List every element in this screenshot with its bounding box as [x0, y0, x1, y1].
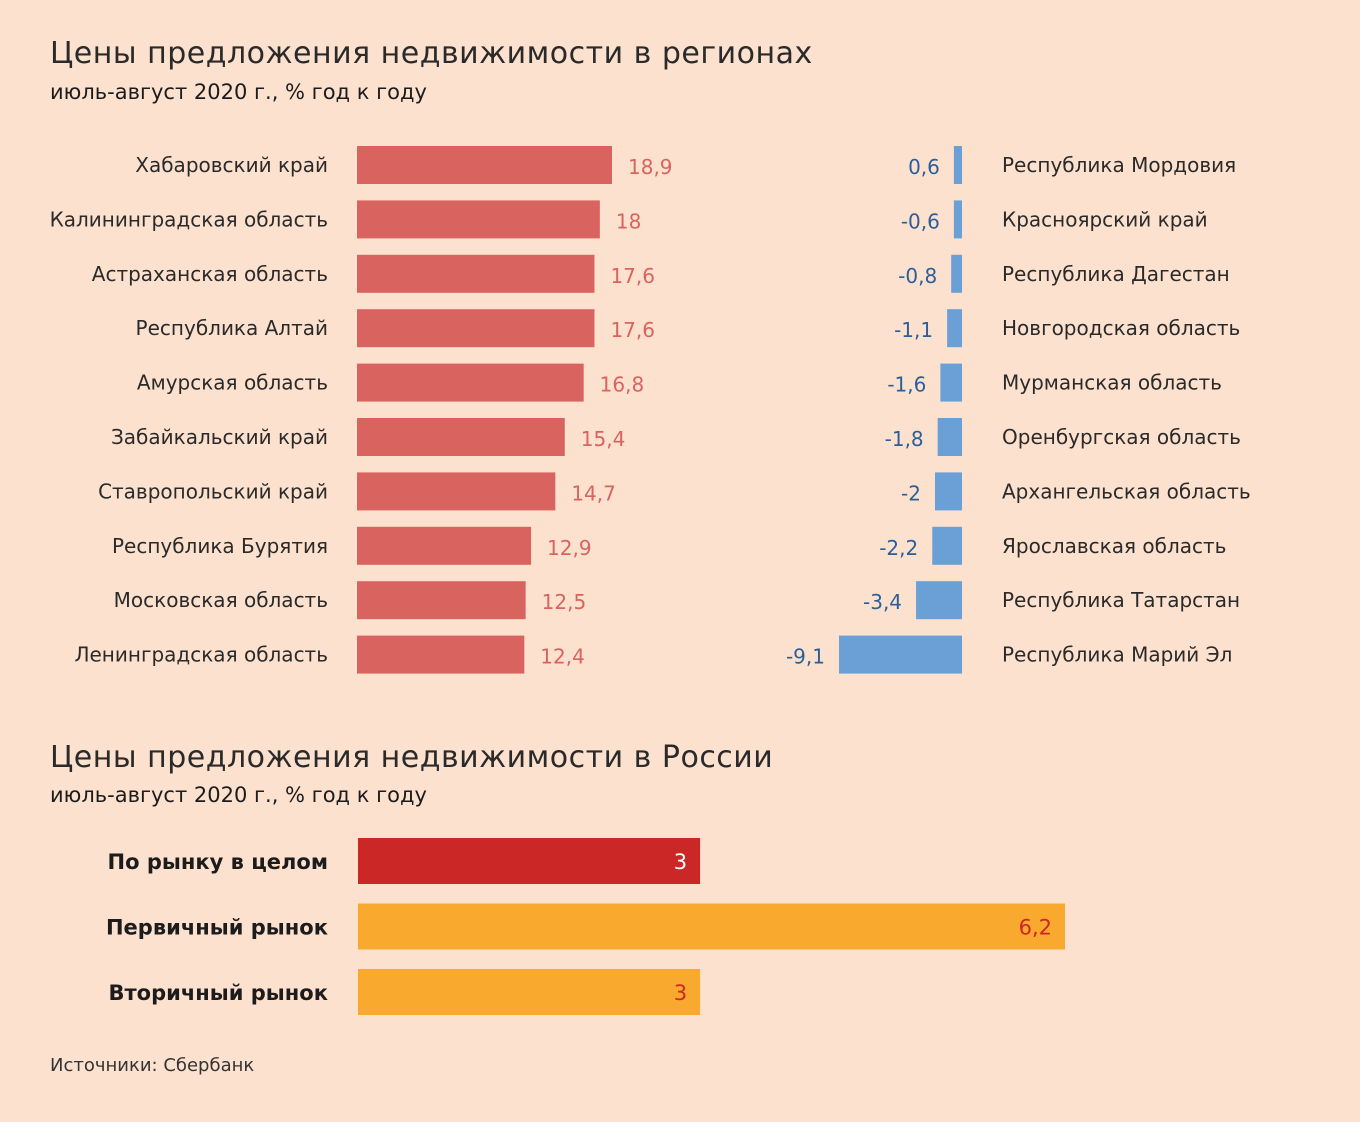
bottom-region-value-label: 0,6 [908, 155, 940, 179]
market-bar [358, 969, 701, 1015]
top-region-value-label: 12,9 [547, 536, 592, 560]
top-region-label: Ленинградская область [74, 643, 328, 667]
bottom-region-label: Красноярский край [1002, 207, 1208, 231]
top-region-value-label: 18 [616, 209, 641, 233]
bottom-region-value-label: -2,2 [879, 536, 918, 560]
bottom-region-value-label: -2 [901, 481, 921, 505]
russia-chart-subtitle: июль-август 2020 г., % год к году [50, 783, 427, 807]
top-region-value-label: 15,4 [581, 427, 626, 451]
top-region-label: Хабаровский край [135, 153, 328, 177]
regions-chart-title: Цены предложения недвижимости в регионах [50, 36, 813, 71]
bottom-region-value-label: -1,8 [885, 427, 924, 451]
top-region-value-label: 17,6 [610, 264, 655, 288]
top-region-bar [357, 472, 556, 511]
bottom-region-bar [916, 581, 962, 620]
top-region-value-label: 12,5 [542, 590, 587, 614]
bottom-region-label: Архангельская область [1002, 479, 1251, 503]
bottom-region-bar [947, 309, 962, 348]
top-region-bar [357, 418, 565, 456]
bottom-region-bar [940, 363, 962, 402]
market-bar [358, 903, 1065, 950]
market-category-label: Вторичный рынок [108, 981, 328, 1005]
bottom-region-label: Республика Дагестан [1002, 262, 1230, 286]
top-region-bar [357, 635, 525, 674]
bottom-region-label: Республика Татарстан [1002, 588, 1240, 612]
top-region-bar [357, 363, 584, 402]
top-region-label: Калининградская область [50, 207, 328, 231]
bottom-region-bar [937, 418, 962, 456]
regions-chart: Хабаровский край 18,9 Калининградская обла… [50, 146, 1251, 674]
top-region-value-label: 18,9 [628, 155, 673, 179]
top-region-label: Республика Бурятия [112, 534, 328, 558]
regions-chart-subtitle: июль-август 2020 г., % год к году [50, 80, 427, 104]
bottom-region-value-label: -1,6 [887, 373, 926, 397]
bottom-region-bar [934, 472, 962, 511]
bottom-region-value-label: -3,4 [863, 590, 902, 614]
bottom-region-bar [932, 526, 962, 565]
top-region-value-label: 14,7 [571, 481, 616, 505]
top-region-bar [357, 200, 600, 239]
market-value-label: 3 [674, 850, 687, 874]
top-region-label: Республика Алтай [136, 316, 328, 340]
bottom-region-label: Республика Марий Эл [1002, 643, 1232, 667]
bottom-region-bar [951, 254, 962, 293]
market-category-label: Первичный рынок [106, 916, 328, 940]
top-region-bar [357, 309, 595, 348]
top-region-label: Астраханская область [92, 262, 328, 286]
russia-chart: По рынку в целом 3 Первичный рынок 6,2 Втори… [106, 838, 1065, 1015]
market-value-label: 3 [674, 981, 687, 1005]
bottom-region-label: Новгородская область [1002, 316, 1240, 340]
source-note: Источники: Сбербанк [50, 1055, 255, 1076]
market-bar [358, 838, 701, 884]
bottom-region-value-label: -0,8 [898, 264, 937, 288]
bottom-region-label: Ярославская область [1002, 534, 1226, 558]
russia-chart-title: Цены предложения недвижимости в России [50, 740, 774, 775]
bottom-region-bar [953, 146, 962, 184]
bottom-region-value-label: -9,1 [786, 645, 825, 669]
bottom-region-label: Республика Мордовия [1002, 153, 1236, 177]
top-region-bar [357, 581, 526, 620]
top-region-value-label: 12,4 [540, 645, 585, 669]
bottom-region-value-label: -1,1 [894, 318, 933, 342]
market-value-label: 6,2 [1019, 916, 1052, 940]
top-region-bar [357, 146, 612, 184]
top-region-label: Забайкальский край [111, 425, 328, 449]
bottom-region-bar [839, 635, 962, 674]
bottom-region-value-label: -0,6 [901, 209, 940, 233]
bottom-region-bar [953, 200, 962, 239]
top-region-label: Московская область [114, 588, 328, 612]
top-region-label: Амурская область [137, 371, 328, 395]
market-category-label: По рынку в целом [108, 850, 328, 874]
bottom-region-label: Оренбургская область [1002, 425, 1241, 449]
bottom-region-label: Мурманская область [1002, 371, 1222, 395]
top-region-bar [357, 254, 595, 293]
top-region-value-label: 17,6 [610, 318, 655, 342]
top-region-label: Ставропольский край [98, 479, 328, 503]
top-region-bar [357, 526, 532, 565]
top-region-value-label: 16,8 [600, 373, 645, 397]
